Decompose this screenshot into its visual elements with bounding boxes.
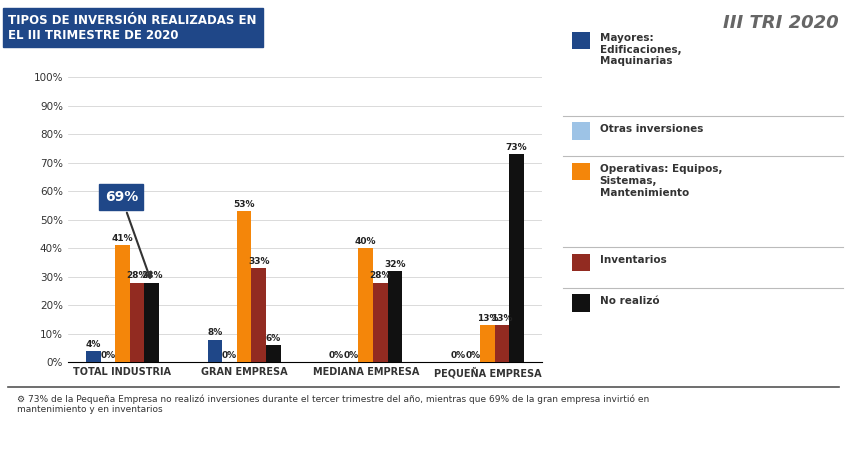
- Bar: [144, 283, 159, 362]
- Bar: [509, 154, 523, 362]
- Text: 8%: 8%: [208, 328, 223, 337]
- Text: 32%: 32%: [385, 260, 406, 269]
- Text: 53%: 53%: [234, 200, 255, 209]
- Text: ⚙ 73% de la Pequeña Empresa no realizó inversiones durante el tercer trimestre d: ⚙ 73% de la Pequeña Empresa no realizó i…: [17, 394, 649, 414]
- Bar: [86, 351, 101, 362]
- Text: 0%: 0%: [344, 351, 358, 360]
- Text: No realizó: No realizó: [600, 296, 659, 306]
- Bar: [480, 325, 495, 362]
- Bar: [388, 271, 402, 362]
- Bar: [130, 283, 144, 362]
- Text: Operativas: Equipos,
Sistemas,
Mantenimiento: Operativas: Equipos, Sistemas, Mantenimi…: [600, 164, 722, 198]
- Text: 13%: 13%: [491, 314, 512, 323]
- Text: 0%: 0%: [465, 351, 480, 360]
- Text: 73%: 73%: [506, 143, 528, 152]
- Bar: [495, 325, 509, 362]
- Bar: [237, 211, 252, 362]
- Text: 6%: 6%: [266, 334, 281, 343]
- Bar: [358, 248, 373, 362]
- Text: 28%: 28%: [369, 271, 391, 280]
- Bar: [266, 345, 280, 362]
- Text: 13%: 13%: [477, 314, 498, 323]
- Text: Inventarios: Inventarios: [600, 255, 667, 265]
- Bar: [208, 340, 222, 362]
- Text: 40%: 40%: [355, 237, 376, 246]
- Text: III TRI 2020: III TRI 2020: [722, 14, 839, 32]
- Text: 28%: 28%: [141, 271, 163, 280]
- Text: 41%: 41%: [112, 234, 133, 243]
- Text: 4%: 4%: [86, 340, 101, 349]
- Text: 33%: 33%: [248, 257, 269, 266]
- Text: 0%: 0%: [222, 351, 237, 360]
- Text: 0%: 0%: [451, 351, 466, 360]
- Text: TIPOS DE INVERSIÓN REALIZADAS EN
EL III TRIMESTRE DE 2020: TIPOS DE INVERSIÓN REALIZADAS EN EL III …: [8, 14, 257, 42]
- Text: Otras inversiones: Otras inversiones: [600, 124, 703, 134]
- Text: Mayores:
Edificaciones,
Maquinarias: Mayores: Edificaciones, Maquinarias: [600, 33, 681, 66]
- Bar: [115, 246, 130, 362]
- Text: 28%: 28%: [126, 271, 148, 280]
- Bar: [252, 268, 266, 362]
- Text: 0%: 0%: [100, 351, 115, 360]
- Text: 69%: 69%: [105, 190, 151, 278]
- Text: 0%: 0%: [329, 351, 344, 360]
- Bar: [373, 283, 388, 362]
